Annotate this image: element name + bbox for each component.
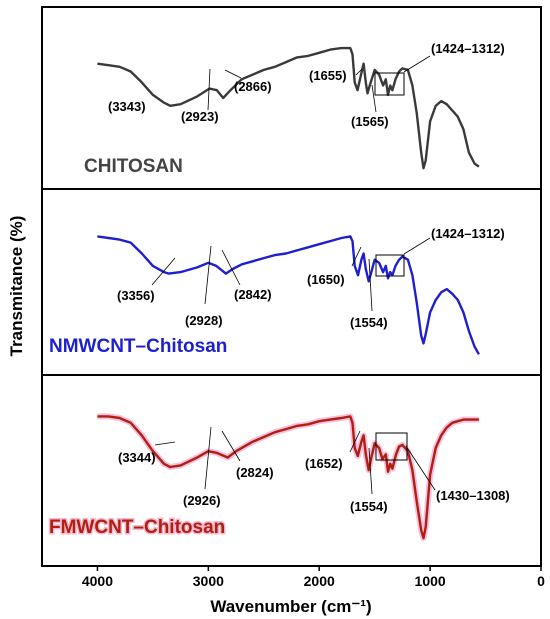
peak-label: (3344)	[118, 450, 156, 465]
x-axis: 4000 3000 2000 1000 0	[82, 566, 545, 589]
peak-label: (2928)	[185, 313, 223, 328]
peak-label: (2824)	[236, 465, 274, 480]
x-axis-title: Wavenumber (cm⁻¹)	[210, 597, 371, 616]
x-tick-label: 0	[537, 573, 545, 589]
y-axis-title: Transmitance (%)	[7, 216, 26, 357]
series-line	[97, 415, 479, 540]
annotation-leader	[368, 447, 373, 495]
annotation-leader	[224, 69, 242, 79]
annotation-leader	[204, 245, 212, 305]
x-tick-label: 3000	[193, 573, 224, 589]
annotation-leader	[221, 249, 241, 286]
series-line-chitosan	[97, 46, 480, 170]
annotation-leader	[371, 84, 377, 113]
annotation-leader	[151, 257, 176, 286]
peak-label: (1554)	[350, 315, 388, 330]
series-line-nmwcnt-chitosan	[97, 235, 480, 355]
series-line	[97, 235, 480, 355]
peak-label: (2866)	[234, 79, 272, 94]
peak-label: (1655)	[309, 68, 347, 83]
panel-title: CHITOSAN	[84, 156, 183, 177]
series-line	[97, 46, 480, 170]
peak-label: (1652)	[305, 456, 343, 471]
peak-label: (2842)	[234, 287, 272, 302]
peak-label: (3343)	[108, 99, 146, 114]
annotation-leader	[351, 246, 362, 267]
highlight-box	[375, 254, 405, 277]
annotation-leader	[403, 55, 431, 73]
panel-title: FMWCNT–Chitosan	[49, 517, 225, 538]
annotation-leader	[349, 430, 361, 453]
panel-title: NMWCNT–Chitosan	[49, 336, 227, 357]
annotation-leader	[154, 441, 176, 446]
peak-label: (1554)	[350, 499, 388, 514]
highlight-box	[375, 432, 408, 461]
peak-label: (1430–1308)	[436, 488, 510, 503]
peak-label: (2923)	[181, 109, 219, 124]
plot-frame	[41, 6, 542, 567]
annotation-leader	[403, 237, 431, 255]
annotation-leader	[221, 430, 241, 462]
panel-fmwcnt-chitosan: (3344) (2926) (2824) (1652) (1554) (1430…	[48, 413, 510, 542]
peak-label: (1424–1312)	[431, 41, 505, 56]
annotation-leader	[405, 445, 436, 491]
x-tick-label: 1000	[415, 573, 446, 589]
panel-nmwcnt-chitosan: (3356) (2928) (2842) (1650) (1554) (1424…	[49, 226, 505, 357]
peak-label: (1565)	[351, 114, 389, 129]
peak-label: (2926)	[183, 493, 221, 508]
peak-label: (1650)	[307, 272, 345, 287]
peak-label: (3356)	[117, 288, 155, 303]
annotation-leader	[368, 258, 373, 312]
series-line-fmwcnt-chitosan	[97, 413, 479, 542]
x-tick-label: 4000	[82, 573, 113, 589]
x-tick-label: 2000	[304, 573, 335, 589]
highlight-box	[374, 72, 405, 96]
annotation-leader	[355, 68, 363, 76]
annotation-leader	[204, 426, 212, 490]
peak-label: (1424–1312)	[431, 226, 505, 241]
panel-chitosan: (3343) (2923) (2866) (1655) (1565) (1424…	[84, 41, 505, 177]
annotation-leader	[207, 68, 211, 111]
